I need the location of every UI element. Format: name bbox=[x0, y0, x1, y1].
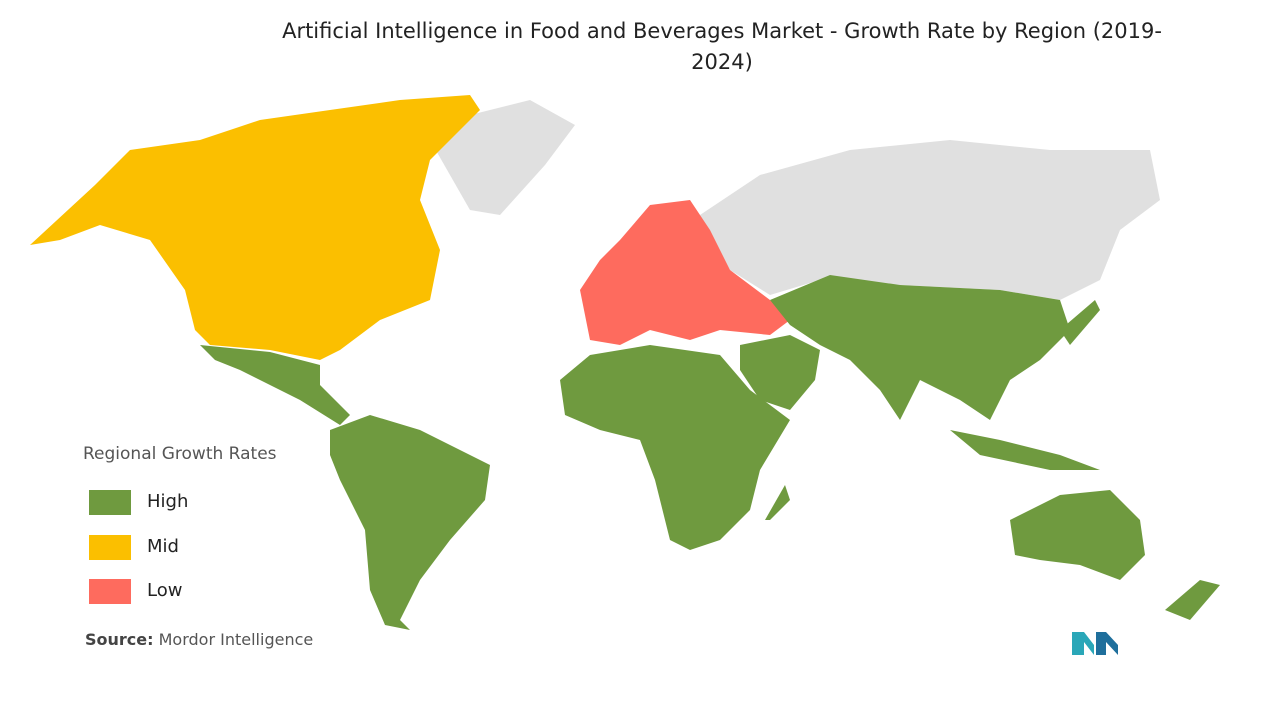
logo bbox=[1072, 632, 1118, 655]
central-america bbox=[200, 345, 350, 425]
source-text: Mordor Intelligence bbox=[158, 630, 314, 649]
japan bbox=[1060, 300, 1100, 345]
africa bbox=[560, 345, 790, 550]
greenland bbox=[430, 100, 575, 215]
legend-item: Mid bbox=[89, 535, 289, 561]
title: Artificial Intelligence in Food and Beve… bbox=[282, 19, 1162, 74]
source: Source: Mordor Intelligence bbox=[85, 630, 313, 649]
russia bbox=[700, 140, 1160, 300]
legend-label: Low bbox=[147, 580, 183, 601]
middle-east bbox=[740, 335, 820, 410]
legend-item: High bbox=[89, 490, 289, 516]
legend-label: Mid bbox=[147, 536, 179, 557]
australia bbox=[1010, 490, 1145, 580]
source-label: Source: bbox=[85, 630, 154, 649]
north-america bbox=[30, 95, 480, 360]
asia bbox=[770, 275, 1070, 420]
new-zealand bbox=[1165, 580, 1220, 620]
legend-label: High bbox=[147, 491, 189, 512]
madagascar bbox=[765, 485, 790, 520]
legend-title: Regional Growth Rates bbox=[83, 444, 277, 464]
legend-item: Low bbox=[89, 579, 289, 605]
legend-swatch bbox=[89, 490, 131, 515]
legend-swatch bbox=[89, 535, 131, 560]
europe bbox=[580, 200, 790, 345]
south-america bbox=[330, 415, 490, 630]
legend-swatch bbox=[89, 579, 131, 604]
indonesia bbox=[950, 430, 1100, 470]
